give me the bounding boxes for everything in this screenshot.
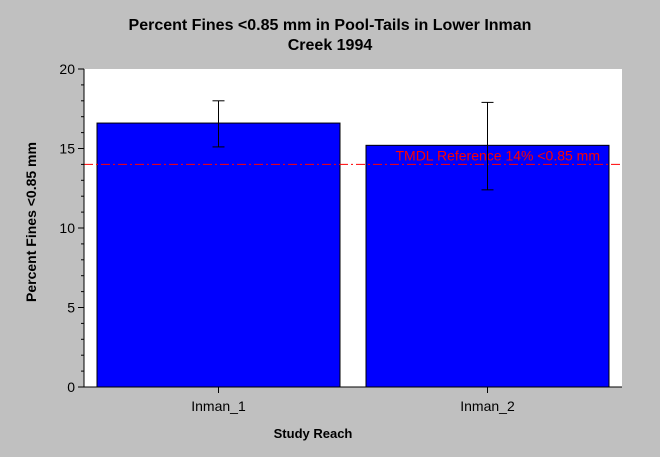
error-bars-group bbox=[212, 100, 494, 191]
x-axis: Inman_1 Inman_2 bbox=[191, 387, 515, 414]
bars-group bbox=[96, 122, 610, 388]
chart-title-line-2: Creek 1994 bbox=[287, 37, 373, 54]
chart-title-line-1: Percent Fines <0.85 mm in Pool-Tails in … bbox=[128, 17, 532, 34]
y-tick-label: 0 bbox=[67, 379, 75, 395]
reference-line-label: TMDL Reference 14% <0.85 mm bbox=[395, 147, 600, 163]
reference-line-group: TMDL Reference 14% <0.85 mm bbox=[84, 147, 622, 165]
y-axis: 0 5 10 15 20 bbox=[59, 61, 84, 395]
x-axis-label: Study Reach bbox=[273, 426, 353, 441]
chart-title: Percent Fines <0.85 mm in Pool-Tails in … bbox=[0, 16, 660, 56]
bar bbox=[96, 122, 341, 388]
y-tick-label: 5 bbox=[67, 300, 75, 316]
y-tick-label: 15 bbox=[59, 141, 75, 157]
x-tick-label: Inman_2 bbox=[460, 398, 515, 414]
y-tick-label: 20 bbox=[59, 61, 75, 77]
y-tick-label: 10 bbox=[59, 220, 75, 236]
x-tick-label: Inman_1 bbox=[191, 398, 246, 414]
